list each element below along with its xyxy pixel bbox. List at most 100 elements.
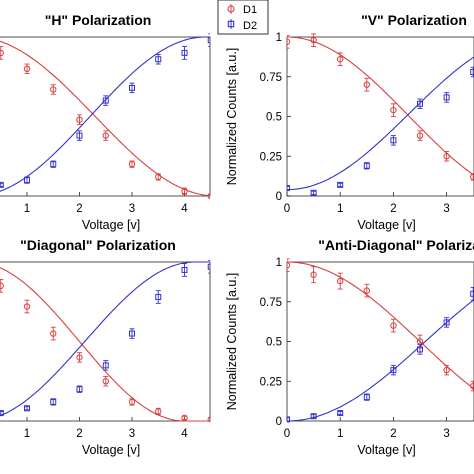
data-point-d1 bbox=[390, 322, 397, 329]
data-point-d2 bbox=[470, 290, 474, 297]
chart-panel-4: "Anti-Diagonal" Polarization0123400.250.… bbox=[225, 237, 474, 457]
plot-data bbox=[0, 33, 210, 200]
data-point-d2 bbox=[24, 405, 30, 412]
x-axis-label: Voltage [v] bbox=[82, 443, 140, 457]
data-point-d1 bbox=[181, 188, 188, 195]
data-point-d2 bbox=[363, 394, 370, 401]
data-point-d1 bbox=[310, 271, 317, 278]
data-point-d2 bbox=[207, 37, 210, 44]
data-point-d1 bbox=[76, 354, 83, 361]
data-point-d1 bbox=[0, 282, 4, 290]
data-point-d2 bbox=[129, 84, 135, 91]
y-tick-label: 0.25 bbox=[260, 376, 282, 388]
y-axis-label: Normalized Counts [a.u.] bbox=[225, 273, 239, 411]
fit-curve-d1 bbox=[0, 267, 210, 422]
fit-curve-d2 bbox=[0, 36, 210, 192]
data-point-d2 bbox=[0, 181, 4, 188]
data-point-d1 bbox=[443, 153, 450, 160]
chart-panel-1: "H" Polarization 1 2 3 4 Voltage [v] bbox=[0, 12, 211, 232]
data-point-d1 bbox=[287, 38, 291, 45]
data-point-d2 bbox=[443, 94, 450, 101]
x-tick-label: 0 bbox=[284, 428, 290, 440]
fit-curve-d1 bbox=[0, 40, 210, 197]
plot-area bbox=[286, 36, 474, 197]
chart-title: "Diagonal" Polarization bbox=[20, 237, 176, 253]
legend-d2-label: D2 bbox=[243, 20, 257, 32]
x-tick-label: 1 bbox=[337, 428, 343, 440]
x-tick-label: 2 bbox=[390, 428, 396, 440]
chart-panel-3: "Diagonal" Polarization 1 2 3 4 Voltage [v] bbox=[0, 237, 211, 457]
data-point-d1 bbox=[470, 173, 474, 181]
data-point-d2 bbox=[181, 49, 188, 56]
plot-data bbox=[0, 259, 210, 423]
chart-title: "H" Polarization bbox=[45, 12, 152, 28]
plot-area bbox=[0, 36, 211, 197]
x-tick-label: 3 bbox=[129, 203, 135, 215]
y-tick-label: 1 bbox=[276, 32, 282, 44]
data-point-d1 bbox=[102, 378, 109, 385]
data-point-d2 bbox=[443, 319, 450, 326]
data-point-d2 bbox=[181, 266, 188, 273]
x-tick-label: 3 bbox=[129, 428, 135, 440]
data-point-d2 bbox=[155, 56, 162, 63]
chart-title: "V" Polarization bbox=[361, 12, 467, 28]
plot-data bbox=[287, 258, 474, 423]
chart-title: "Anti-Diagonal" Polarization bbox=[318, 237, 474, 253]
data-point-d1 bbox=[128, 161, 136, 168]
x-tick-label: 1 bbox=[337, 203, 343, 215]
data-point-d2 bbox=[102, 97, 109, 104]
fit-curve-d2 bbox=[287, 299, 474, 422]
data-point-d2 bbox=[470, 68, 474, 75]
data-point-d1 bbox=[128, 398, 136, 406]
x-tick-label: 3 bbox=[443, 428, 449, 440]
data-point-d1 bbox=[337, 56, 344, 63]
data-point-d2 bbox=[129, 330, 135, 337]
data-point-d2 bbox=[102, 362, 109, 369]
data-point-d1 bbox=[181, 414, 188, 422]
data-point-d1 bbox=[207, 192, 210, 200]
data-point-d1 bbox=[23, 65, 31, 73]
plot-data bbox=[287, 33, 474, 196]
y-tick-label: 0 bbox=[276, 416, 282, 428]
data-point-d1 bbox=[470, 382, 474, 390]
plot-area bbox=[0, 261, 211, 422]
y-tick-label: 0.5 bbox=[266, 337, 282, 349]
data-point-d1 bbox=[155, 408, 162, 415]
data-point-d2 bbox=[337, 181, 344, 188]
data-point-d1 bbox=[310, 36, 317, 44]
data-point-d1 bbox=[443, 366, 450, 374]
data-point-d1 bbox=[102, 132, 109, 139]
plot-area bbox=[286, 261, 474, 422]
x-tick-label: 0 bbox=[284, 203, 290, 215]
legend-d1-marker bbox=[227, 5, 235, 13]
data-point-d2 bbox=[337, 410, 344, 417]
data-point-d2 bbox=[50, 161, 57, 168]
data-point-d2 bbox=[76, 386, 83, 393]
data-point-d2 bbox=[155, 293, 162, 300]
y-tick-label: 0 bbox=[276, 191, 282, 203]
y-tick-label: 0.5 bbox=[266, 112, 282, 124]
data-point-d2 bbox=[390, 137, 397, 144]
x-tick-label: 3 bbox=[443, 203, 449, 215]
data-point-d1 bbox=[155, 173, 162, 181]
data-point-d2 bbox=[417, 100, 423, 107]
y-tick-label: 1 bbox=[276, 257, 282, 269]
legend-box bbox=[217, 0, 269, 35]
data-point-d1 bbox=[287, 261, 291, 269]
data-point-d2 bbox=[287, 416, 290, 423]
data-point-d1 bbox=[416, 132, 424, 139]
data-point-d2 bbox=[76, 132, 83, 139]
x-axis-label: Voltage [v] bbox=[357, 443, 415, 457]
x-axis-label: Voltage [v] bbox=[82, 218, 140, 232]
x-tick-label: 1 bbox=[24, 203, 30, 215]
data-point-d2 bbox=[363, 162, 370, 169]
x-tick-label: 2 bbox=[390, 203, 396, 215]
data-point-d1 bbox=[76, 116, 83, 123]
x-tick-label: 4 bbox=[181, 203, 188, 215]
data-point-d1 bbox=[416, 338, 424, 345]
data-point-d1 bbox=[207, 416, 210, 423]
data-point-d2 bbox=[287, 185, 290, 192]
data-point-d1 bbox=[390, 106, 397, 114]
y-tick-label: 0.75 bbox=[260, 72, 282, 84]
